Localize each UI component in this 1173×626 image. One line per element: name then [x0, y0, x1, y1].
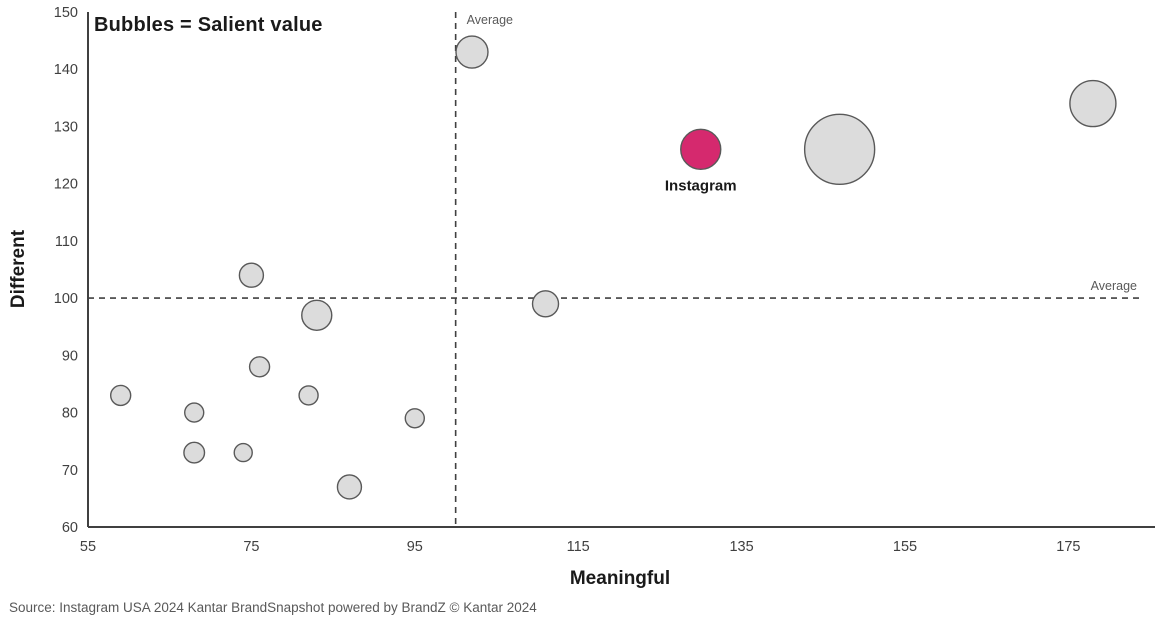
bubble	[1069, 79, 1117, 128]
bubble	[803, 113, 876, 186]
bubble-instagram	[680, 128, 722, 171]
x-tick-label: 75	[243, 539, 259, 555]
y-tick-label: 140	[54, 62, 78, 78]
x-axis-title: Meaningful	[569, 568, 671, 589]
source-note: Source: Instagram USA 2024 Kantar BrandS…	[9, 600, 537, 615]
bubble	[248, 356, 271, 378]
x-tick-label: 175	[1056, 539, 1080, 555]
x-tick-label: 95	[407, 539, 423, 555]
x-tick-label: 155	[893, 539, 917, 555]
y-tick-label: 80	[62, 406, 78, 422]
y-tick-label: 60	[62, 520, 78, 536]
x-tick-label: 115	[567, 539, 590, 555]
y-axis-title: Different	[8, 229, 29, 309]
bubble	[184, 402, 205, 423]
chart-title: Bubbles = Salient value	[94, 14, 323, 36]
x-tick-label: 135	[729, 539, 753, 555]
y-tick-label: 130	[54, 119, 78, 135]
bubble	[183, 441, 206, 464]
y-tick-label: 90	[62, 348, 78, 364]
bubble	[301, 299, 333, 331]
y-tick-label: 110	[55, 234, 78, 250]
bubble	[238, 262, 265, 288]
y-tick-label: 100	[54, 291, 78, 307]
y-tick-label: 120	[54, 177, 78, 193]
bubble	[336, 474, 363, 500]
bubble	[298, 385, 319, 406]
bubble-label-instagram: Instagram	[665, 177, 737, 194]
bubble	[233, 442, 253, 463]
average-y-label: Average	[1091, 279, 1137, 293]
x-tick-label: 55	[80, 539, 96, 555]
bubble	[455, 35, 489, 69]
y-tick-label: 150	[54, 5, 78, 21]
y-tick-label: 70	[62, 463, 78, 479]
bubble	[531, 290, 560, 318]
bubble	[404, 408, 425, 429]
bubble	[109, 384, 132, 407]
average-x-label: Average	[467, 13, 513, 27]
